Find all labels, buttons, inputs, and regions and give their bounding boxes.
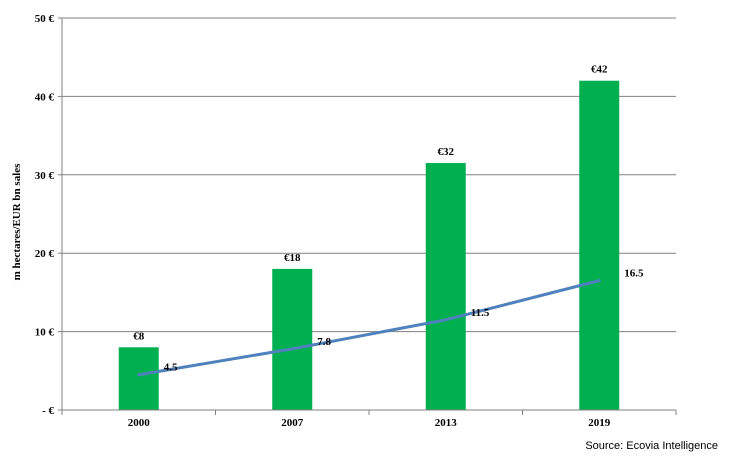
line-point [597, 279, 601, 283]
line-data-label: 4.5 [164, 362, 178, 374]
x-tick-label: 2000 [128, 417, 151, 429]
data-labels: €8 €18 €32 €42 4.5 7.8 11.5 16.5 [133, 64, 644, 374]
y-tick-label: 20 € [35, 248, 55, 260]
line-point [290, 347, 294, 351]
x-tick-label: 2007 [281, 417, 304, 429]
line-data-label: 7.8 [317, 336, 331, 348]
bars [118, 80, 620, 410]
source-note: Source: Ecovia Intelligence [585, 440, 718, 452]
y-tick-label: 40 € [35, 91, 55, 103]
line-series [137, 279, 601, 377]
bar [118, 347, 159, 410]
y-tick-label: 10 € [35, 327, 55, 339]
y-tick-label: 30 € [35, 170, 55, 182]
y-tick-label: - € [42, 405, 54, 417]
gridlines [62, 17, 676, 333]
bar-data-label: €8 [133, 330, 145, 342]
line-point [137, 373, 141, 377]
bar-data-label: €18 [284, 252, 301, 264]
bar [579, 80, 620, 410]
line-path [138, 279, 600, 377]
line-point [444, 318, 448, 322]
bar-data-label: €42 [591, 64, 608, 76]
bar [425, 163, 466, 410]
x-tick-label: 2013 [435, 417, 458, 429]
y-tick-label: 50 € [35, 13, 55, 25]
y-axis-title: m hectares/EUR bn sales [11, 163, 23, 281]
axes: - € 10 € 20 € 30 € 40 € 50 € 2000 2007 2013 2019 [35, 13, 677, 429]
x-tick-label: 2019 [588, 417, 611, 429]
line-data-label: 11.5 [471, 307, 490, 319]
bar-data-label: €32 [438, 146, 455, 158]
line-data-label: 16.5 [624, 268, 644, 280]
bar [272, 268, 313, 410]
